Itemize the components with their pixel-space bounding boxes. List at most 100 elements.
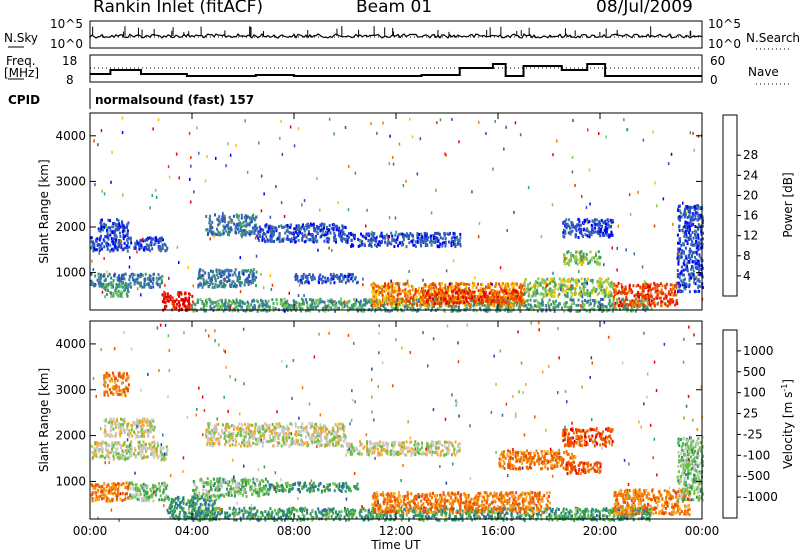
power-cell: [94, 282, 97, 286]
power-heatmap: [90, 116, 704, 313]
power-cell: [148, 245, 150, 249]
power-cell: [129, 256, 131, 260]
power-cell: [519, 283, 522, 287]
power-cell: [96, 244, 99, 247]
power-cell: [569, 230, 572, 234]
power-cell: [540, 284, 542, 288]
power-cell: [586, 300, 589, 304]
power-cell: [409, 232, 412, 235]
power-cell: [141, 273, 144, 277]
power-cell: [594, 260, 597, 264]
power-cell: [209, 219, 212, 223]
power-cell: [134, 246, 137, 250]
power-cell: [500, 284, 503, 288]
power-cell: [160, 278, 163, 282]
power-cell: [696, 243, 699, 247]
power-cell: [622, 306, 625, 310]
power-cell: [308, 309, 311, 313]
power-cell: [607, 292, 610, 296]
power-cell: [223, 303, 226, 306]
power-cell: [109, 243, 112, 247]
power-cell: [215, 270, 218, 273]
power-cell: [226, 301, 229, 305]
power-cell: [207, 285, 210, 289]
power-cell: [191, 300, 194, 304]
power-cell: [393, 300, 396, 304]
power-cell: [471, 296, 473, 300]
power-cell: [575, 256, 578, 260]
power-cell: [471, 290, 474, 294]
power-cell: [121, 131, 124, 135]
power-cell: [405, 179, 407, 183]
power-cell: [694, 233, 697, 237]
power-cell: [688, 284, 691, 288]
power-cell: [488, 303, 491, 307]
power-cell: [584, 219, 587, 222]
power-cell: [370, 122, 372, 126]
power-cell: [676, 269, 679, 272]
power-cell: [296, 228, 299, 232]
power-cell: [603, 263, 605, 267]
power-cell: [509, 309, 512, 313]
power-cell: [566, 251, 569, 255]
power-cell: [363, 298, 365, 302]
power-cell: [487, 299, 490, 303]
power-cell: [391, 306, 394, 310]
velocity-cell: [165, 445, 168, 449]
power-cell: [645, 282, 647, 286]
power-cell: [294, 278, 297, 281]
power-cell: [490, 301, 492, 305]
power-cell: [678, 250, 681, 254]
power-cell: [166, 299, 169, 302]
power-cell: [683, 263, 686, 267]
power-cell: [100, 247, 103, 251]
power-cell: [337, 228, 340, 232]
power-cell: [597, 222, 600, 226]
velocity-cell: [93, 446, 96, 450]
power-cell: [423, 236, 426, 240]
power-cell: [99, 274, 102, 277]
power-cell: [603, 290, 606, 294]
velocity-cell: [161, 454, 164, 458]
power-cell: [584, 299, 586, 302]
power-cell: [635, 293, 638, 297]
power-cell: [600, 288, 603, 292]
power-cell: [168, 175, 171, 179]
power-cell: [545, 281, 547, 285]
power-cell: [693, 260, 696, 264]
power-cell: [137, 274, 140, 278]
power-cell: [439, 284, 442, 288]
power-cell: [428, 296, 431, 300]
velocity-cell: [101, 454, 104, 458]
power-cell: [100, 245, 103, 249]
power-cell: [613, 295, 615, 299]
power-cell: [529, 303, 532, 307]
power-cell: [346, 275, 348, 278]
power-cell: [406, 281, 409, 285]
power-cell: [318, 281, 320, 285]
power-cell: [357, 244, 360, 248]
power-cell: [116, 218, 119, 221]
power-cell: [680, 289, 683, 293]
power-cell: [314, 239, 316, 242]
power-cell: [454, 238, 457, 242]
power-cell: [331, 249, 333, 252]
power-cell: [464, 299, 467, 303]
power-cell: [545, 307, 548, 311]
power-cell: [553, 291, 556, 295]
power-cell: [235, 231, 237, 235]
power-cell: [297, 279, 300, 283]
power-cell: [653, 304, 656, 308]
power-cell: [682, 268, 685, 272]
power-cell: [468, 289, 471, 293]
power-cell: [402, 235, 404, 239]
power-cell: [566, 295, 569, 299]
power-cell: [489, 282, 492, 286]
power-cell: [443, 241, 446, 244]
power-cell: [531, 285, 534, 289]
power-cell: [584, 233, 587, 237]
power-cell: [454, 295, 456, 299]
power-cell: [144, 272, 147, 276]
power-cell: [362, 277, 364, 281]
power-cell: [417, 300, 420, 303]
